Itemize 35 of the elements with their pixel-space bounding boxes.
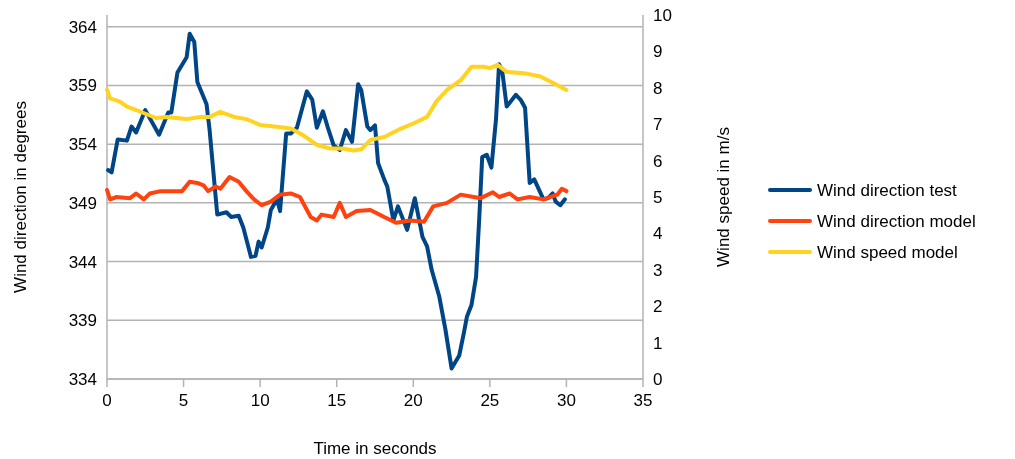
y-tick-label: 339	[68, 311, 97, 331]
line-series	[105, 62, 569, 153]
x-axis-title: Time in seconds	[313, 439, 437, 458]
x-tick-label: 25	[480, 391, 500, 410]
y2-tick-label: 5	[653, 188, 663, 207]
y2-tick-label: 4	[653, 224, 663, 244]
x-tick-label: 15	[327, 391, 347, 410]
y-tick-label: 354	[68, 135, 97, 155]
y-tick-label: 359	[68, 76, 97, 96]
x-tick-label: 20	[403, 391, 423, 410]
y2-tick-label: 7	[653, 115, 663, 135]
x-tick-label: 30	[556, 391, 576, 410]
y2-tick-label: 3	[653, 260, 663, 280]
legend-label: Wind direction model	[817, 212, 976, 231]
x-tick-label: 35	[633, 391, 653, 410]
y2-tick-label: 1	[653, 333, 663, 353]
legend-label: Wind direction test	[817, 181, 958, 200]
y2-tick-label: 2	[653, 297, 663, 317]
y2-tick-label: 0	[653, 370, 663, 389]
y-axis-title: Wind direction in degrees	[11, 101, 30, 293]
y-tick-label: 364	[68, 17, 97, 37]
y2-tick-label: 6	[653, 151, 663, 171]
y-tick-label: 334	[68, 370, 97, 389]
legend-label: Wind speed model	[817, 243, 958, 262]
y-tick-label: 344	[68, 252, 97, 272]
x-tick-label: 10	[250, 391, 270, 410]
y2-axis-title: Wind speed in m/s	[714, 127, 733, 267]
line-series	[106, 31, 567, 371]
line-series	[105, 175, 569, 225]
x-tick-label: 5	[178, 391, 189, 410]
y2-tick-label: 10	[653, 6, 672, 25]
y2-tick-label: 9	[653, 42, 663, 62]
y2-tick-label: 8	[653, 78, 663, 98]
y-tick-label: 349	[68, 193, 97, 213]
x-tick-label: 0	[102, 391, 112, 410]
